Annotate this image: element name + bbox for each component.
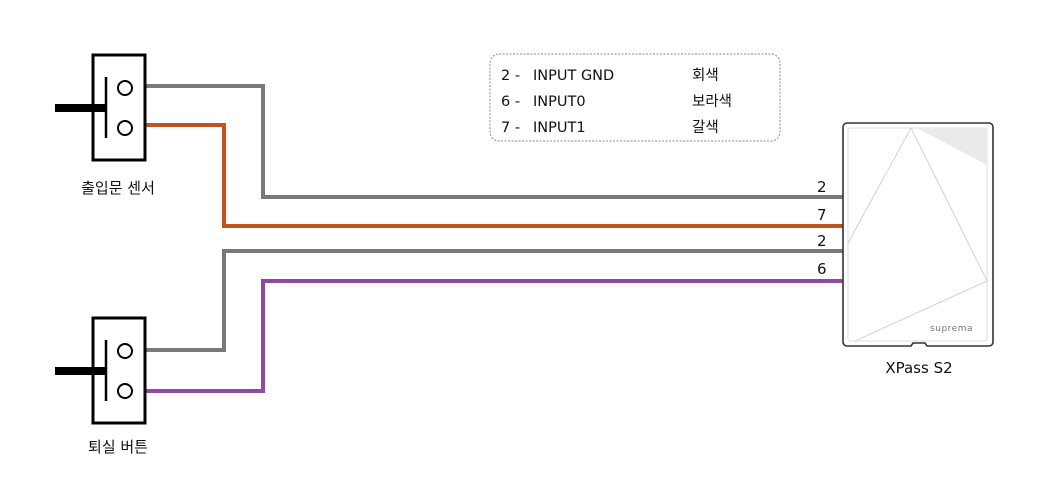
wire-purple-exit-button xyxy=(145,279,843,393)
door-sensor-switch-icon xyxy=(55,53,147,162)
legend-signal: INPUT0 xyxy=(533,94,586,110)
legend-color: 갈색 xyxy=(692,119,719,136)
legend-pin: 2 - xyxy=(501,68,520,84)
wire-gray-door-sensor xyxy=(145,84,843,199)
legend-signal: INPUT GND xyxy=(533,68,614,84)
legend-color: 회색 xyxy=(692,67,719,84)
xpass-s2-device-icon: suprema xyxy=(842,122,994,347)
pin-label: 6 xyxy=(817,260,827,278)
pin-label: 2 xyxy=(817,232,827,250)
device-label: XPass S2 xyxy=(885,359,952,377)
pin-label: 7 xyxy=(817,206,827,224)
legend: 2 - INPUT GND 회색 6 - INPUT0 보라색 7 - INPU… xyxy=(489,53,781,142)
legend-pin: 7 - xyxy=(501,120,520,136)
exit-button-label: 퇴실 버튼 xyxy=(88,438,148,456)
pin-label: 2 xyxy=(817,178,827,196)
wire-gray-exit-button xyxy=(145,249,843,352)
door-sensor-label: 출입문 센서 xyxy=(81,179,155,197)
wire-orange-door-sensor xyxy=(145,123,843,228)
legend-signal: INPUT1 xyxy=(533,120,586,136)
exit-button-switch-icon xyxy=(55,316,147,425)
legend-border xyxy=(489,53,781,142)
legend-color: 보라색 xyxy=(692,93,732,110)
legend-pin: 6 - xyxy=(501,94,520,110)
brand-logo: suprema xyxy=(930,324,973,334)
